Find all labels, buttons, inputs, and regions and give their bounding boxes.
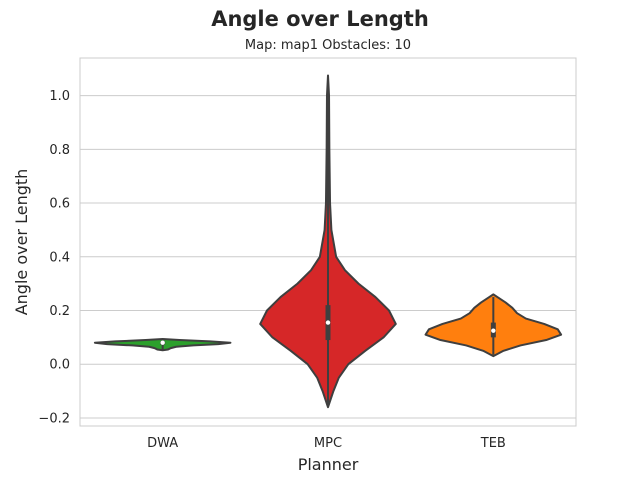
y-tick-label: 0.4	[49, 250, 70, 265]
y-tick-label: −0.2	[38, 411, 70, 426]
x-tick-label: DWA	[147, 436, 178, 451]
x-tick-label: MPC	[314, 436, 342, 451]
x-tick-labels: DWA MPC TEB	[147, 436, 506, 451]
y-axis-label: Angle over Length	[12, 169, 31, 316]
plot-frame	[79, 57, 577, 427]
x-axis-label: Planner	[298, 455, 359, 474]
x-tick-label: TEB	[480, 436, 506, 451]
violin-median-point	[491, 328, 496, 333]
y-tick-label: 0.0	[49, 358, 70, 373]
violins-layer	[93, 74, 563, 409]
y-tick-label: 0.6	[49, 197, 70, 212]
chart-title: Angle over Length	[211, 7, 429, 31]
violin-median-point	[325, 320, 331, 325]
chart-subtitle: Map: map1 Obstacles: 10	[245, 38, 411, 53]
violin-median-point	[160, 340, 165, 345]
y-tick-labels: −0.2 0.0 0.2 0.4 0.6 0.8 1.0	[38, 89, 70, 426]
y-tick-label: 0.2	[49, 304, 70, 319]
y-tick-label: 0.8	[49, 143, 70, 158]
y-tick-label: 1.0	[49, 89, 70, 104]
